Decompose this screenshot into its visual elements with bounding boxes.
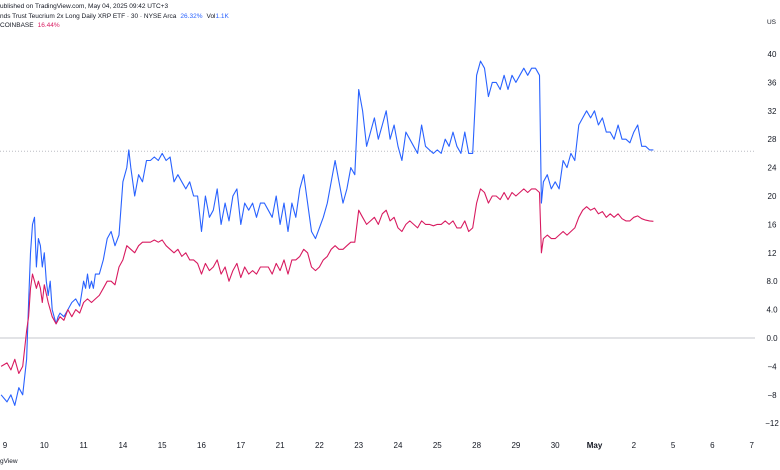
y-tick-label: 0.0 xyxy=(766,334,778,343)
x-tick-label: 17 xyxy=(236,441,245,450)
vol-label: Vol xyxy=(206,13,216,20)
x-tick-label: 21 xyxy=(276,441,285,450)
x-tick-label: 30 xyxy=(551,441,560,450)
x-tick-label: 10 xyxy=(40,441,49,450)
y-tick-label: 16 xyxy=(768,220,777,229)
x-tick-label: 24 xyxy=(394,441,403,450)
y-tick-label: −4 xyxy=(767,362,777,371)
y-tick-label: 28 xyxy=(768,135,777,144)
y-tick-label: 32 xyxy=(768,107,777,116)
y-tick-label: 4.0 xyxy=(766,306,778,315)
series-line-1 xyxy=(0,60,654,406)
y-tick-label: 20 xyxy=(768,192,777,201)
x-tick-label: 22 xyxy=(315,441,324,450)
x-tick-label: May xyxy=(587,441,603,450)
x-tick-label: 5 xyxy=(671,441,676,450)
x-tick-label: 16 xyxy=(197,441,206,450)
x-tick-label: 9 xyxy=(3,441,8,450)
y-tick-label: −12 xyxy=(765,419,779,428)
series2-value: 16.44% xyxy=(37,22,60,29)
series1-label: nds Trust Teucrium 2x Long Daily XRP ETF… xyxy=(0,13,177,20)
y-tick-label: 24 xyxy=(768,164,777,173)
series1-legend[interactable]: nds Trust Teucrium 2x Long Daily XRP ETF… xyxy=(0,12,229,21)
x-tick-label: 23 xyxy=(354,441,363,450)
y-tick-label: 40 xyxy=(768,50,777,59)
x-tick-label: 7 xyxy=(749,441,754,450)
x-tick-label: 11 xyxy=(79,441,88,450)
x-tick-label: 29 xyxy=(511,441,520,450)
x-tick-label: 6 xyxy=(710,441,715,450)
series2-label: COINBASE xyxy=(0,22,34,29)
x-tick-label: 15 xyxy=(158,441,167,450)
x-tick-label: 14 xyxy=(118,441,127,450)
series2-legend[interactable]: COINBASE 16.44% xyxy=(0,21,60,30)
vol-value: 1.1K xyxy=(215,13,229,20)
publish-line: ublished on TradingView.com, May 04, 202… xyxy=(0,3,169,10)
series1-value: 26.32% xyxy=(180,13,203,20)
x-tick-label: 2 xyxy=(632,441,637,450)
x-tick-label: 25 xyxy=(433,441,442,450)
y-tick-label: 36 xyxy=(768,78,777,87)
currency-label: US xyxy=(766,19,776,26)
tradingview-watermark: gView xyxy=(0,458,18,465)
y-tick-label: −8 xyxy=(767,391,777,400)
series-line-2 xyxy=(0,188,654,375)
y-tick-label: 12 xyxy=(768,249,777,258)
y-tick-label: 8.0 xyxy=(766,277,778,286)
x-tick-label: 28 xyxy=(472,441,481,450)
